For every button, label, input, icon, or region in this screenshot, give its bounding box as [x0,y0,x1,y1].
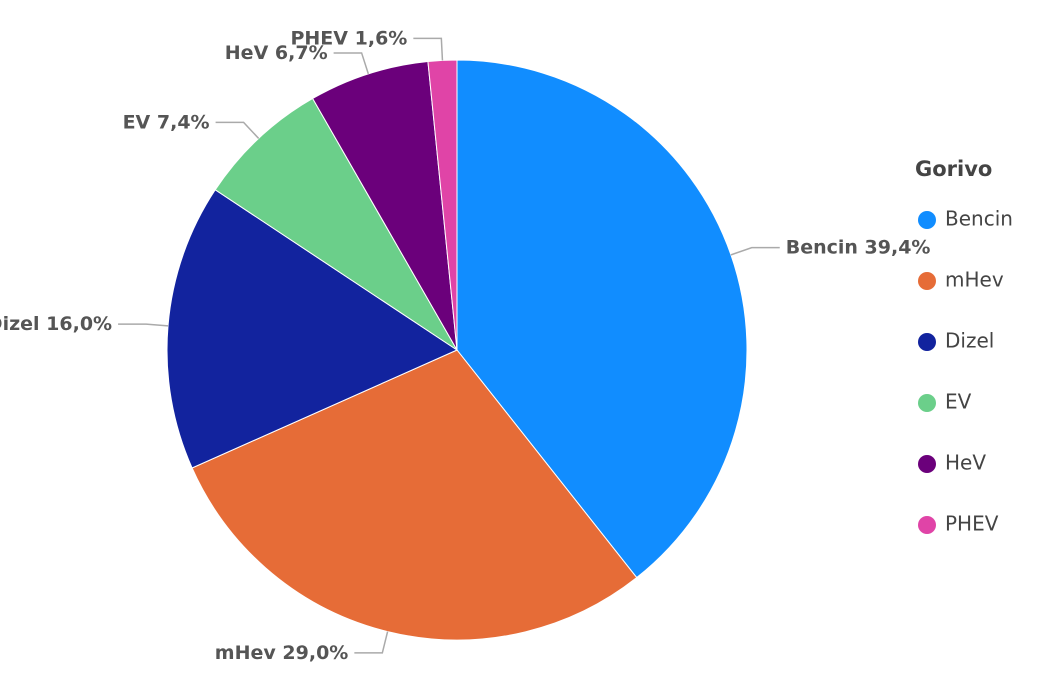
legend-label: mHev [945,268,1004,292]
data-label: Dizel 16,0% [0,313,112,335]
data-label-category: Bencin [786,236,858,258]
data-label-value: 39,4% [865,236,931,258]
legend-marker [918,211,936,229]
legend-label: PHEV [945,512,999,536]
leader-line [354,631,389,654]
data-label-value: 29,0% [282,641,348,663]
data-label-value: 1,6% [355,27,408,49]
data-label-category: EV [123,111,151,133]
legend-marker [918,272,936,290]
data-label: Bencin 39,4% [786,236,931,258]
legend-marker [918,455,936,473]
legend-label: Bencin [945,207,1013,231]
leader-line [215,121,260,139]
leader-line [118,323,169,327]
legend-label: Dizel [945,329,994,353]
pie-slice [427,59,458,351]
data-label: EV 7,4% [123,111,210,133]
pie-slice [166,189,459,469]
data-label: HeV 6,7% [225,41,328,63]
pie-slice [311,60,458,351]
data-label: PHEV 1,6% [290,27,407,49]
data-label-value: 16,0% [46,313,112,335]
data-label-category: PHEV [290,27,348,49]
data-label-category: mHev [215,641,277,663]
data-label-category: Dizel [0,313,40,335]
legend-marker [918,333,936,351]
legend-marker [918,516,936,534]
pie-slice [456,59,748,579]
leader-line [413,37,444,61]
leader-line [333,52,370,75]
legend-label: EV [945,390,972,414]
legend-marker [918,394,936,412]
data-label-category: HeV [225,41,269,63]
legend-label: HeV [945,451,986,475]
leader-line [730,246,780,256]
data-label-value: 7,4% [157,111,210,133]
legend-title: Gorivo [915,157,992,181]
data-label-value: 6,7% [275,41,328,63]
data-label: mHev 29,0% [215,641,349,663]
